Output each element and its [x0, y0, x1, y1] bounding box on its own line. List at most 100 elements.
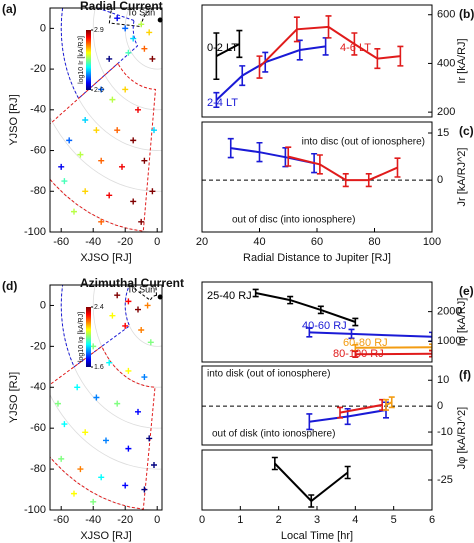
range-circle: [92, 285, 162, 388]
x-tick-label: 2: [276, 514, 282, 526]
x-tick-label: -40: [85, 514, 101, 526]
data-point: [149, 188, 156, 195]
region-outline: [60, 285, 131, 368]
y-tick-label: -40: [30, 104, 46, 116]
plot-frame: [201, 449, 433, 511]
data-point: [122, 482, 129, 489]
panel-label: (b): [459, 7, 474, 21]
data-point: [114, 15, 121, 22]
error-bar: [256, 141, 263, 163]
plot-area: [271, 456, 351, 508]
x-tick-label: 6: [429, 514, 435, 526]
x-axis-label: Radial Distance to Jupiter [RJ]: [243, 252, 391, 264]
y-tick-label: -100: [24, 504, 46, 516]
error-bar: [397, 45, 404, 67]
series-label: 60-80 RJ: [343, 337, 388, 349]
y-tick-label: -80: [30, 463, 46, 475]
annotation: into disc (out of ionosphere): [302, 137, 425, 148]
data-point: [141, 45, 148, 52]
y-axis-label: Iφ [kA/RJ]: [456, 298, 468, 347]
error-bar: [337, 406, 343, 419]
panel: 0 -20 -40 -60 -80 -100 -60 -40 -20 0 To Sun 2.9 2.0 l…: [2, 0, 163, 264]
x-tick-label: 4: [352, 514, 358, 526]
data-point: [125, 298, 132, 305]
data-point: [114, 400, 121, 407]
data-point: [58, 163, 65, 170]
y-tick-label: -80: [30, 185, 46, 197]
data-point: [141, 374, 148, 381]
panel-label: (d): [2, 279, 17, 293]
error-bar: [429, 349, 432, 358]
y-tick-label: -100: [24, 226, 46, 238]
x-tick-label: 5: [391, 514, 397, 526]
series-line: [288, 155, 398, 182]
data-point: [71, 208, 77, 215]
panel-label: (f): [459, 368, 471, 382]
error-bar: [293, 16, 300, 43]
error-bar: [394, 157, 401, 178]
plot-area: [213, 15, 404, 109]
series-label: 40-60 RJ: [302, 320, 347, 332]
y-axis-label: YJSO [RJ]: [8, 372, 20, 423]
panel: 0 -20 -40 -60 -80 -100 -60 -40 -20 0 To Sun 2.4 1.6 l…: [2, 276, 184, 542]
y-axis-label: Ir [kA/RJ]: [456, 38, 468, 83]
data-point: [138, 21, 145, 28]
x-axis-label: XJSO [RJ]: [80, 530, 131, 542]
series-line: [215, 43, 240, 57]
x-tick-label: 0: [154, 514, 160, 526]
series-label: 2-4 LT: [207, 97, 238, 109]
sun-label: To Sun: [127, 284, 155, 294]
y-tick-label: -20: [30, 63, 46, 75]
error-bar: [285, 146, 292, 167]
data-point: [147, 339, 154, 346]
series-line: [355, 346, 432, 349]
colorbar-label: log10 Ir [kA/RJ]: [78, 36, 85, 84]
y-tick-label: 15: [437, 127, 449, 139]
data-point: [98, 474, 105, 481]
map-frame: [49, 284, 163, 511]
data-point: [125, 367, 132, 374]
x-tick-label: -40: [85, 236, 101, 248]
plot-frame: [201, 365, 433, 446]
colorbar-tick-label: 2.9: [94, 27, 104, 34]
region-outline: [60, 8, 139, 100]
y-tick-label: 400: [437, 57, 455, 69]
y-tick-label: 0: [40, 22, 46, 34]
data-point: [122, 25, 129, 32]
series-line: [230, 147, 315, 165]
data-point: [55, 400, 61, 407]
y-tick-label: 1000: [437, 335, 461, 347]
series-label: 25-40 RJ: [207, 290, 252, 302]
data-point: [106, 192, 113, 199]
x-tick-label: 0: [199, 514, 205, 526]
data-point: [141, 157, 148, 164]
error-bar: [317, 305, 324, 315]
x-tick-label: 100: [423, 236, 441, 248]
series-label: 80-100 RJ: [333, 348, 384, 360]
range-circle: [50, 116, 162, 192]
range-circle: [50, 393, 162, 470]
series-line: [355, 352, 432, 356]
plot-area: [50, 285, 162, 510]
x-tick-label: 40: [253, 236, 265, 248]
colorbar: [86, 30, 91, 90]
data-point: [106, 55, 113, 62]
y-axis-label: YJSO [RJ]: [8, 94, 20, 145]
data-point: [149, 55, 156, 62]
error-bar: [308, 494, 315, 508]
x-tick-label: 1: [237, 514, 243, 526]
data-point: [82, 188, 89, 195]
sun-marker: [157, 294, 163, 300]
data-point: [61, 178, 68, 185]
data-point: [114, 292, 121, 299]
series-label: 4-6 LT: [340, 42, 371, 54]
data-point: [93, 127, 100, 134]
data-point: [114, 127, 121, 134]
data-point: [135, 408, 141, 415]
data-point: [98, 157, 105, 164]
data-point: [82, 117, 89, 123]
y-tick-label: 0: [437, 400, 443, 412]
error-bar: [352, 317, 359, 327]
